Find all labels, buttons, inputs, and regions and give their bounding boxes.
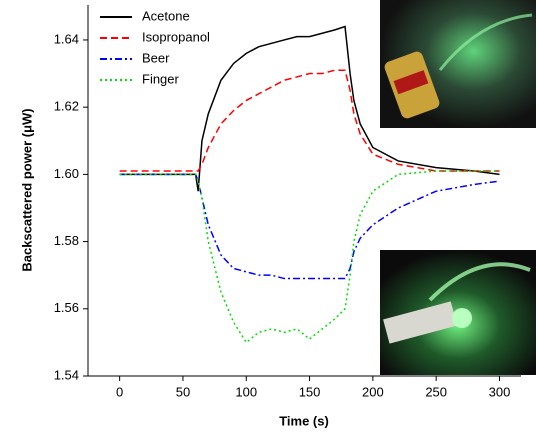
y-tick-label: 1.60 (54, 166, 79, 181)
photo-bottom (380, 250, 536, 375)
y-tick-label: 1.62 (54, 99, 79, 114)
legend-label: Beer (142, 50, 170, 65)
x-tick-label: 100 (235, 384, 257, 399)
x-axis-title: Time (s) (279, 413, 329, 428)
data-line (119, 25, 500, 192)
x-tick-label: 50 (176, 384, 190, 399)
legend-label: Finger (142, 71, 180, 86)
legend-label: Isopropanol (142, 29, 210, 44)
y-tick-label: 1.56 (54, 300, 79, 315)
data-line (119, 69, 500, 172)
data-line (119, 170, 500, 344)
y-tick-label: 1.54 (54, 367, 79, 382)
x-tick-label: 250 (425, 384, 447, 399)
x-tick-label: 200 (362, 384, 384, 399)
y-axis-title: Backscattered power (μW) (19, 108, 34, 271)
y-tick-label: 1.58 (54, 233, 79, 248)
photo-top (380, 0, 536, 128)
x-tick-label: 150 (299, 384, 321, 399)
x-tick-label: 0 (116, 384, 123, 399)
y-tick-label: 1.64 (54, 31, 79, 46)
x-tick-label: 300 (489, 384, 511, 399)
legend-label: Acetone (142, 8, 190, 23)
